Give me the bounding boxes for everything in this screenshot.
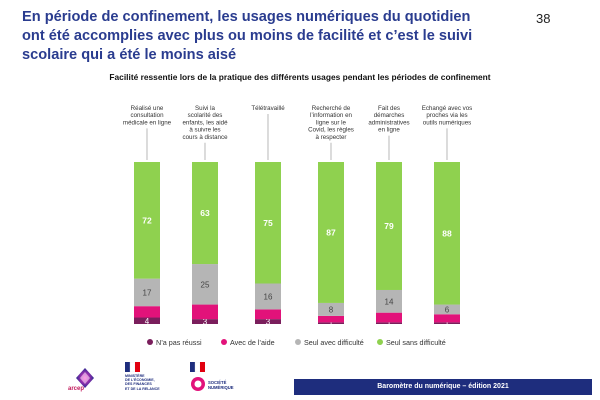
data-label: 4 (145, 317, 150, 326)
data-label: 3 (203, 318, 208, 327)
bar-segment (255, 162, 281, 284)
data-label: 25 (201, 280, 210, 289)
bar-segment (376, 322, 402, 324)
arcep-logo-text: arcep (68, 386, 85, 392)
legend-marker (295, 339, 301, 345)
legend-marker (377, 339, 383, 345)
category-label: Suivi la scolarité des enfants, les aidé à … (182, 105, 228, 141)
bar-segment (134, 317, 160, 324)
bar-segment (134, 162, 160, 279)
data-label: 75 (263, 218, 273, 228)
bar-segment (192, 319, 218, 324)
bar-segment (434, 322, 460, 324)
category-label: Recherché de l’information en ligne sur le… (308, 105, 354, 141)
bar-segment (192, 304, 218, 320)
bar-segment (192, 162, 218, 265)
bar-segment (318, 322, 344, 324)
data-label: 8 (329, 305, 334, 314)
ministry-label: MINISTÈRE DE L'ÉCONOMIE, DES FINANCES ET… (125, 374, 160, 391)
bar-segment (255, 319, 281, 324)
data-label: 79 (384, 221, 394, 231)
arcep-logo-icon (76, 368, 94, 388)
data-label: 87 (326, 227, 336, 237)
footer-banner: Baromètre du numérique – édition 2021 (294, 379, 592, 395)
chart-title: Facilité ressentie lors de la pratique d… (109, 72, 491, 82)
category-label: Télétravaillé (251, 105, 285, 112)
legend-marker (221, 339, 227, 345)
legend-label: Seul sans difficulté (386, 338, 446, 347)
data-label: 63 (200, 208, 210, 218)
bar-segment (318, 302, 344, 316)
data-label: 88 (442, 228, 452, 238)
bar-segment (134, 306, 160, 318)
agency-label: SOCIÉTÉ NUMÉRIQUE (208, 380, 234, 390)
bar-segment (318, 162, 344, 303)
bar-segment (318, 315, 344, 323)
data-label: 14 (385, 297, 394, 306)
bar-segment (434, 304, 460, 315)
data-label: 17 (143, 288, 152, 297)
legend-label: N’a pas réussi (156, 338, 202, 347)
bar-segment (434, 162, 460, 305)
legend-label: Avec de l’aide (230, 338, 275, 347)
data-label: 1 (445, 319, 450, 328)
category-label: Fait des démarches administratives en ligne (368, 105, 409, 134)
republic-flag-icon-2 (190, 362, 205, 372)
republic-flag-icon (125, 362, 140, 372)
bar-segment (376, 162, 402, 290)
bar-segment (192, 264, 218, 305)
data-label: 16 (264, 292, 273, 301)
legend-label: Seul avec difficulté (304, 338, 364, 347)
bar-segment (434, 314, 460, 323)
bar-segment (255, 283, 281, 310)
page-number: 38 (536, 11, 551, 26)
societe-numerique-icon (191, 377, 205, 391)
bar-segment (134, 278, 160, 307)
data-label: 6 (445, 305, 450, 314)
bar-segment (376, 312, 402, 323)
page-title: En période de confinement, les usages nu… (22, 9, 473, 63)
bar-segment (255, 309, 281, 320)
data-label: 72 (142, 215, 152, 225)
data-label: 1 (329, 319, 334, 328)
data-label: 1 (387, 319, 392, 328)
category-label: Réalisé une consultation médicale en ligne (123, 105, 172, 126)
legend-marker (147, 339, 153, 345)
category-label: Echangé avec vos proches via les outils nu… (422, 105, 473, 126)
data-label: 3 (266, 318, 271, 327)
bar-segment (376, 289, 402, 313)
